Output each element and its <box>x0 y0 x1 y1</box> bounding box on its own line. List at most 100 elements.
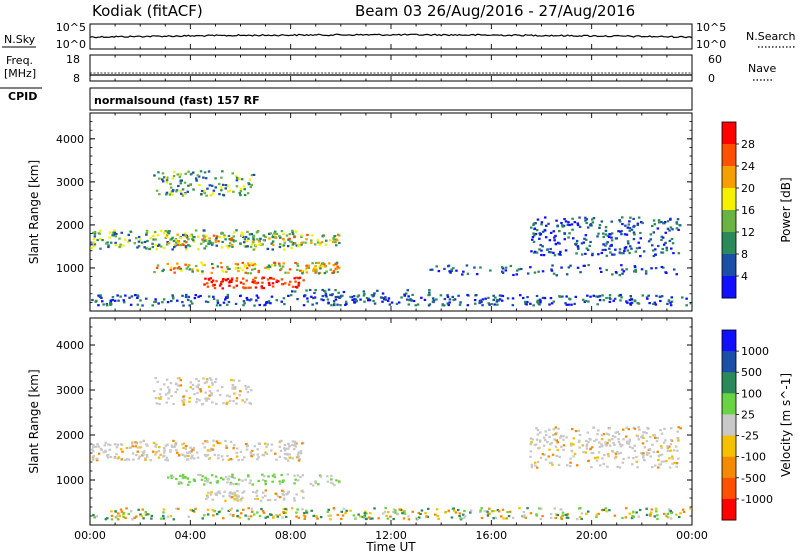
power-cell <box>293 242 297 245</box>
power-cell <box>600 251 603 255</box>
power-cell <box>257 240 261 243</box>
power-cell <box>660 265 664 269</box>
cpid-label: CPID <box>8 90 37 103</box>
velocity-cell <box>169 449 172 452</box>
power-cell <box>662 222 665 225</box>
velocity-cell <box>342 507 346 510</box>
velocity-cell <box>146 444 149 447</box>
power-cell <box>324 243 328 246</box>
power-cell <box>685 304 688 307</box>
velocity-cell <box>669 517 673 520</box>
cpid-text: normalsound (fast) 157 RF <box>94 94 260 107</box>
power-cell <box>574 295 577 298</box>
velocity-cell <box>637 426 640 429</box>
power-cell <box>657 221 661 224</box>
power-cell <box>553 254 557 257</box>
velocity-cell <box>207 491 210 494</box>
power-cell <box>320 241 324 244</box>
power-cell <box>330 304 333 307</box>
velocity-cell <box>327 514 330 517</box>
power-cell <box>179 267 182 270</box>
power-cell <box>535 294 539 298</box>
velocity-cell <box>593 456 597 460</box>
power-cell <box>380 296 383 299</box>
velocity-cell <box>137 457 140 460</box>
power-cell <box>584 299 588 302</box>
velocity-cell <box>297 451 300 454</box>
velocity-cell <box>598 441 601 444</box>
power-cell <box>446 295 450 298</box>
velocity-cell <box>659 445 663 448</box>
velocity-cell <box>352 514 356 517</box>
power-cell <box>211 192 215 195</box>
power-cell <box>336 303 339 306</box>
power-cell <box>203 189 206 192</box>
x-axis-label: Time UT <box>365 540 416 554</box>
power-cell <box>587 264 590 267</box>
power-cell <box>257 271 260 274</box>
power-cell <box>151 245 155 249</box>
power-cell <box>620 233 623 236</box>
power-cell <box>427 304 431 307</box>
power-cell <box>335 263 338 266</box>
velocity-cell <box>130 510 133 513</box>
velocity-cell <box>668 466 672 469</box>
power-cell <box>621 223 624 226</box>
velocity-cell <box>569 465 572 468</box>
velocity-cell <box>293 497 296 500</box>
power-cell <box>204 177 208 180</box>
power-cell <box>533 227 537 230</box>
power-cell <box>264 266 267 269</box>
velocity-cell <box>243 456 246 459</box>
velocity-cell <box>97 445 100 448</box>
velocity-cell <box>166 443 169 446</box>
power-cell <box>611 253 614 256</box>
velocity-cell <box>530 466 534 469</box>
power-cell <box>549 247 552 251</box>
power-cell <box>596 295 600 298</box>
power-cell <box>635 247 639 250</box>
power-cell <box>282 262 285 265</box>
power-cell <box>519 294 522 297</box>
velocity-cell <box>544 433 548 436</box>
power-cell <box>94 300 97 303</box>
power-cell <box>235 284 239 287</box>
power-cell <box>303 295 306 298</box>
power-cell <box>487 302 490 305</box>
velocity-cell <box>166 515 170 518</box>
power-cell <box>648 302 651 305</box>
velocity-cell <box>270 443 274 446</box>
power-cell <box>373 302 377 305</box>
velocity-cell <box>202 483 206 486</box>
power-cell <box>211 279 215 282</box>
velocity-cell <box>163 383 166 386</box>
power-cell <box>239 267 242 270</box>
power-cell <box>109 241 113 244</box>
velocity-cell <box>249 452 253 455</box>
velocity-cell <box>463 515 467 518</box>
power-cell <box>262 238 266 242</box>
velocity-cell <box>636 466 639 469</box>
power-cell <box>536 299 539 302</box>
power-cell <box>336 233 340 236</box>
velocity-cell <box>107 443 110 446</box>
power-cell <box>203 247 206 250</box>
power-cell <box>216 265 220 268</box>
power-cell <box>230 243 234 247</box>
velocity-cell <box>135 515 138 518</box>
velocity-cell <box>280 473 283 477</box>
velocity-cell <box>211 498 214 501</box>
velocity-cell <box>227 458 231 461</box>
velocity-cell <box>170 474 173 477</box>
colorbar-swatch <box>722 144 736 167</box>
velocity-cell <box>535 438 539 441</box>
power-cell <box>406 298 409 301</box>
velocity-cell <box>651 443 654 446</box>
velocity-cell <box>497 510 501 513</box>
power-cell <box>122 299 125 302</box>
velocity-cell <box>666 445 669 448</box>
velocity-cell <box>479 509 482 512</box>
power-cell <box>178 172 182 175</box>
velocity-cell <box>122 512 126 515</box>
velocity-cell <box>284 515 288 518</box>
